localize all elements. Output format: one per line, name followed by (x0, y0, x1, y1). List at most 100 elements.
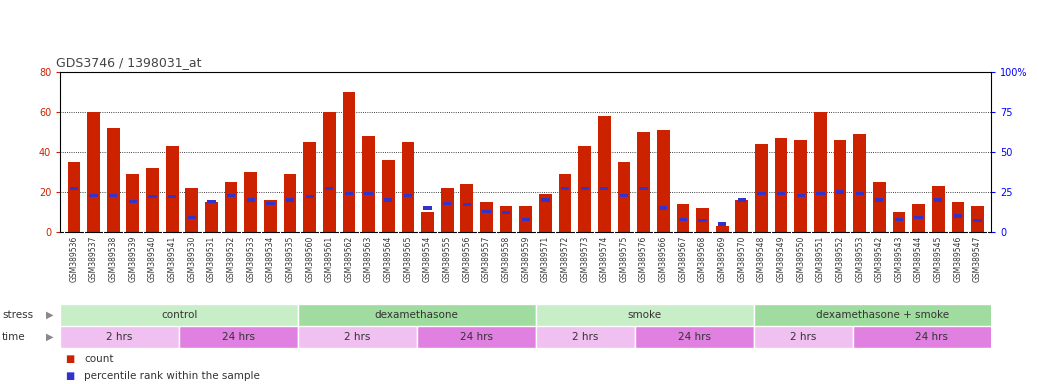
Text: GSM389544: GSM389544 (914, 236, 923, 282)
Bar (796, 194, 804, 197)
Bar (424, 207, 432, 210)
Bar (461, 184, 473, 232)
Text: GSM389537: GSM389537 (89, 236, 99, 282)
Text: GSM389548: GSM389548 (757, 236, 766, 282)
Bar (323, 112, 335, 232)
Text: ■: ■ (65, 371, 75, 381)
Bar (755, 144, 768, 232)
Bar (754, 304, 1011, 326)
Bar (972, 206, 984, 232)
Bar (519, 206, 532, 232)
Bar (558, 174, 571, 232)
Bar (738, 199, 746, 202)
Bar (384, 199, 392, 202)
Bar (541, 199, 549, 202)
Text: GSM389575: GSM389575 (620, 236, 628, 282)
Bar (404, 194, 412, 197)
Text: GSM389563: GSM389563 (364, 236, 373, 282)
Bar (777, 192, 786, 195)
Text: 24 hrs: 24 hrs (678, 332, 711, 342)
Text: stress: stress (2, 310, 33, 320)
Bar (536, 304, 754, 326)
Bar (875, 199, 883, 202)
Text: GSM389565: GSM389565 (404, 236, 412, 282)
Text: 24 hrs: 24 hrs (222, 332, 255, 342)
Text: GSM389567: GSM389567 (679, 236, 687, 282)
Text: GSM389566: GSM389566 (659, 236, 667, 282)
Text: GSM389543: GSM389543 (895, 236, 903, 282)
Bar (974, 219, 982, 222)
Text: GSM389556: GSM389556 (462, 236, 471, 282)
Bar (148, 195, 157, 199)
Bar (60, 326, 180, 348)
Bar (417, 326, 536, 348)
Bar (107, 128, 119, 232)
Bar (421, 212, 434, 232)
Text: GSM389542: GSM389542 (875, 236, 883, 282)
Bar (463, 203, 471, 207)
Text: GSM389558: GSM389558 (501, 236, 511, 282)
Bar (70, 187, 78, 190)
Text: GSM389539: GSM389539 (129, 236, 137, 282)
Text: time: time (2, 332, 26, 342)
Text: GSM389562: GSM389562 (345, 236, 354, 282)
Bar (481, 202, 493, 232)
Bar (895, 218, 903, 221)
Bar (247, 199, 255, 202)
Text: dexamethasone + smoke: dexamethasone + smoke (816, 310, 949, 320)
Bar (754, 326, 852, 348)
Text: GSM389549: GSM389549 (776, 236, 786, 282)
Text: 2 hrs: 2 hrs (345, 332, 371, 342)
Bar (853, 134, 866, 232)
Bar (794, 140, 808, 232)
Bar (60, 304, 298, 326)
Bar (298, 326, 417, 348)
Bar (536, 326, 634, 348)
Text: GSM389559: GSM389559 (521, 236, 530, 282)
Bar (67, 162, 80, 232)
Text: GSM389569: GSM389569 (717, 236, 727, 282)
Text: GSM389536: GSM389536 (70, 236, 79, 282)
Bar (186, 188, 198, 232)
Bar (244, 172, 257, 232)
Bar (224, 182, 238, 232)
Bar (952, 202, 964, 232)
Bar (774, 138, 788, 232)
Text: 2 hrs: 2 hrs (790, 332, 816, 342)
Bar (188, 216, 196, 219)
Bar (600, 187, 608, 190)
Bar (305, 195, 313, 199)
Text: smoke: smoke (628, 310, 661, 320)
Bar (696, 208, 709, 232)
Text: GDS3746 / 1398031_at: GDS3746 / 1398031_at (56, 56, 201, 70)
Bar (343, 92, 355, 232)
Bar (954, 214, 962, 218)
Bar (502, 211, 511, 214)
Text: GSM389550: GSM389550 (796, 236, 805, 282)
Text: ▶: ▶ (46, 310, 54, 320)
Text: GSM389532: GSM389532 (226, 236, 236, 282)
Bar (264, 200, 277, 232)
Text: GSM389546: GSM389546 (953, 236, 962, 282)
Bar (227, 194, 236, 197)
Text: GSM389547: GSM389547 (973, 236, 982, 282)
Text: GSM389545: GSM389545 (934, 236, 943, 282)
Bar (677, 204, 689, 232)
Text: GSM389576: GSM389576 (639, 236, 648, 282)
Bar (345, 192, 353, 195)
Text: GSM389571: GSM389571 (541, 236, 550, 282)
Bar (639, 187, 648, 190)
Bar (298, 304, 536, 326)
Text: 24 hrs: 24 hrs (460, 332, 493, 342)
Text: GSM389568: GSM389568 (698, 236, 707, 282)
Text: GSM389553: GSM389553 (855, 236, 865, 282)
Text: GSM389574: GSM389574 (600, 236, 609, 282)
Bar (89, 194, 98, 197)
Text: ▶: ▶ (46, 332, 54, 342)
Text: GSM389564: GSM389564 (384, 236, 392, 282)
Bar (206, 202, 218, 232)
Text: GSM389552: GSM389552 (836, 236, 845, 282)
Bar (283, 174, 297, 232)
Text: GSM389540: GSM389540 (148, 236, 157, 282)
Text: GSM389530: GSM389530 (187, 236, 196, 282)
